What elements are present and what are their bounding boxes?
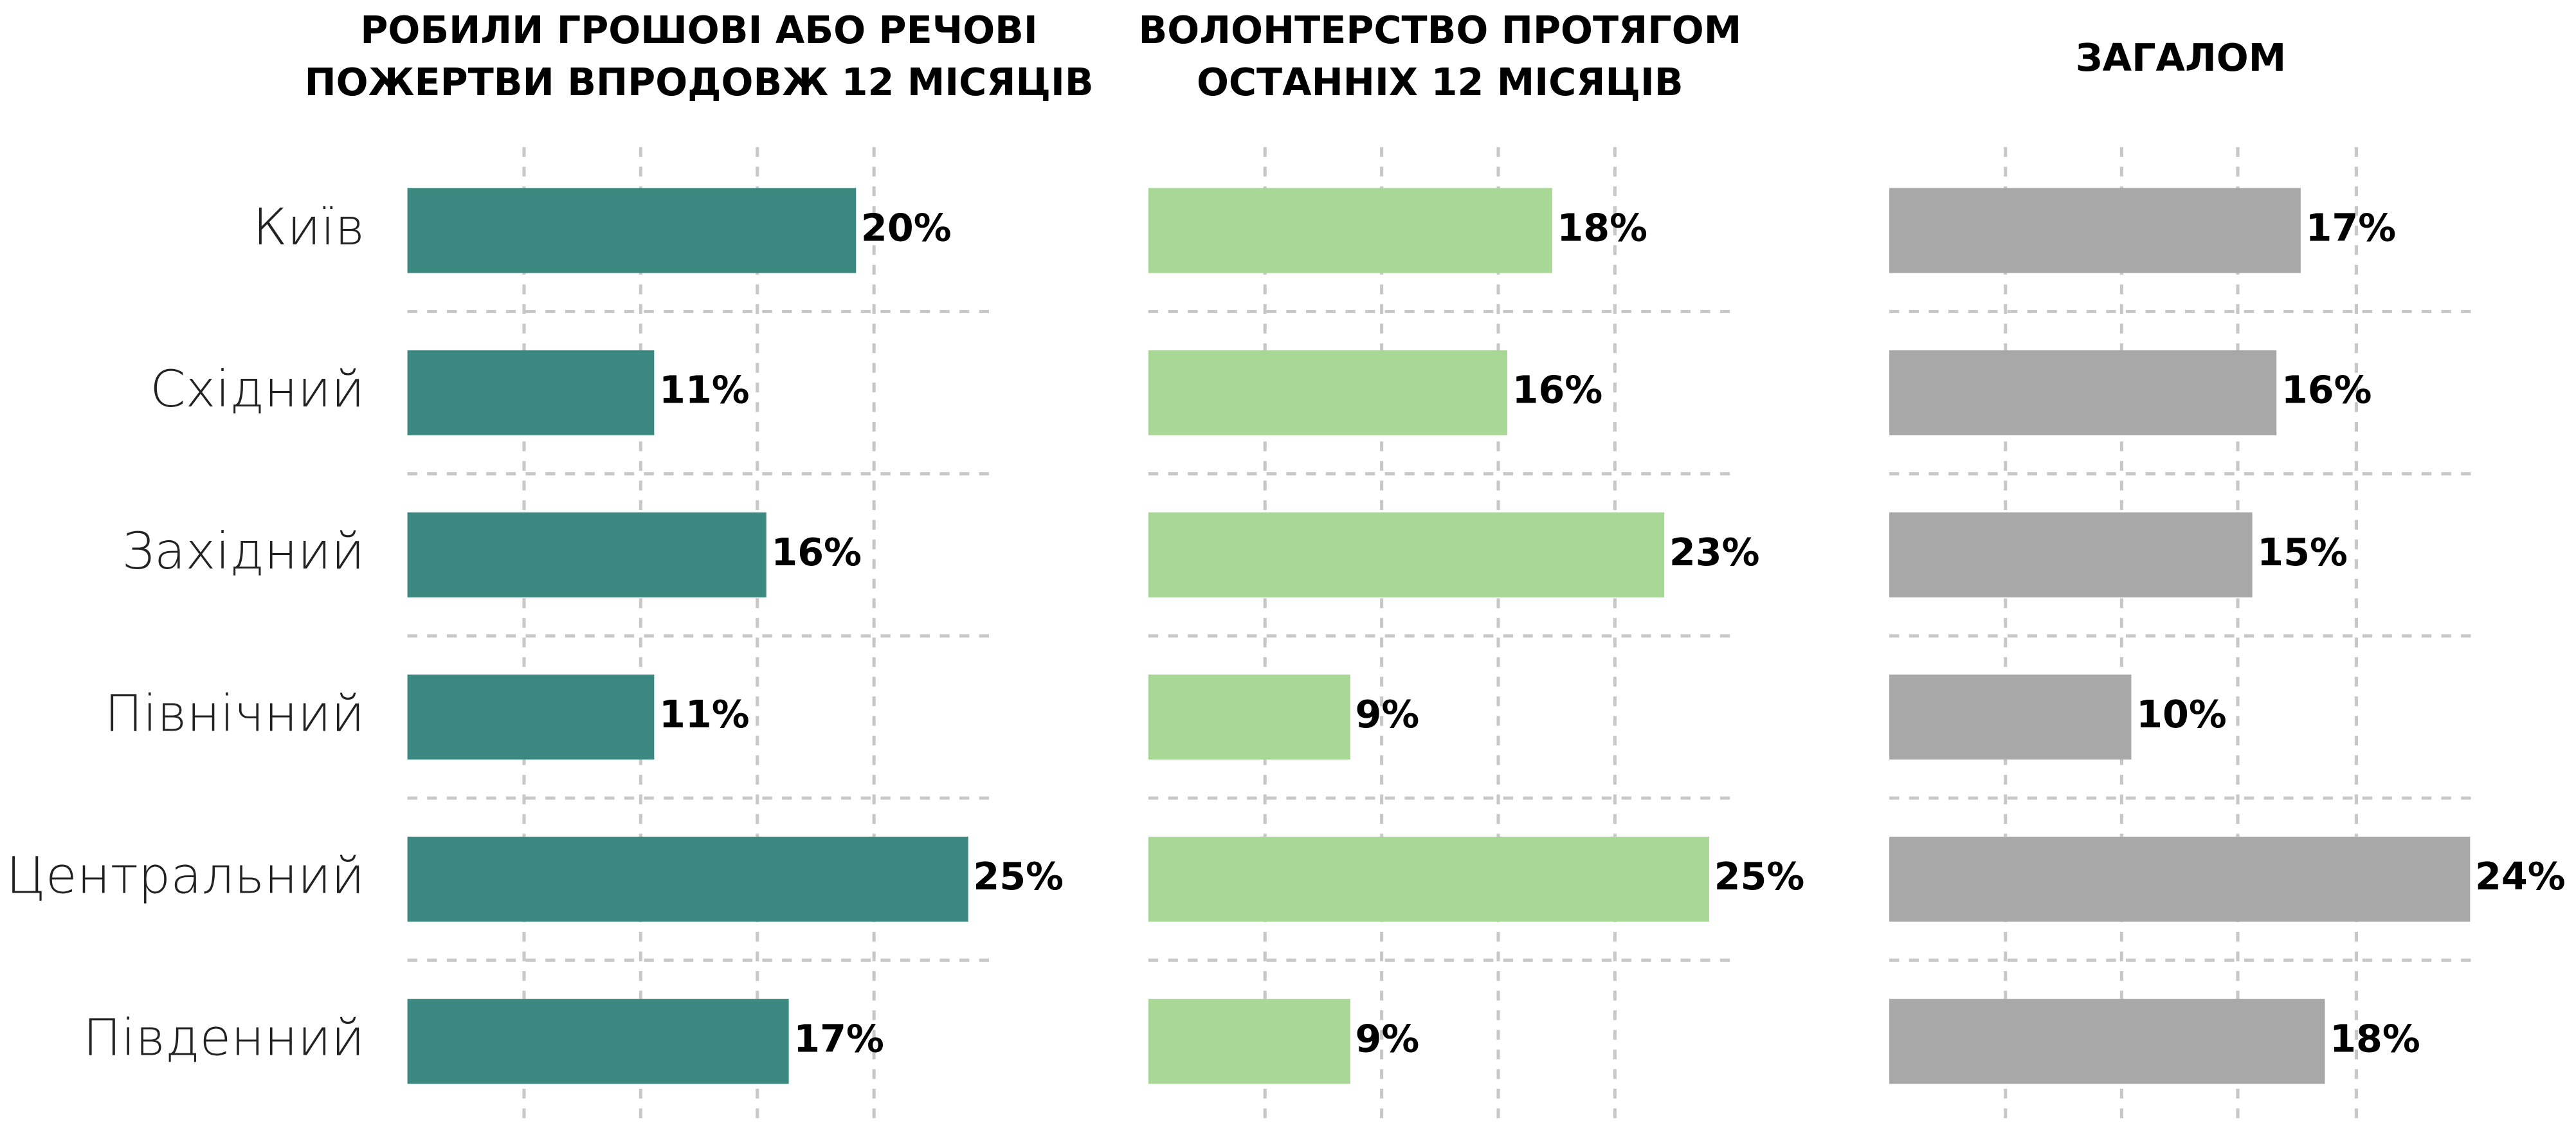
bar (1148, 674, 1350, 760)
value-label: 11% (659, 368, 750, 412)
panel-title: РОБИЛИ ГРОШОВІ АБО РЕЧОВІ ПОЖЕРТВИ ВПРОДО… (304, 8, 1093, 104)
title-line: ЗАГАЛОМ (2076, 36, 2286, 80)
bar (407, 674, 655, 760)
bar (1889, 999, 2325, 1084)
title-line: РОБИЛИ ГРОШОВІ АБО РЕЧОВІ (360, 8, 1037, 52)
title-line: ВОЛОНТЕРСТВО ПРОТЯГОМ (1138, 8, 1741, 52)
bar (1148, 512, 1665, 597)
category-label: Київ (253, 197, 365, 257)
value-label: 9% (1355, 693, 1419, 736)
value-label: 11% (659, 693, 750, 736)
panel-title: ЗАГАЛОМ (2076, 36, 2286, 80)
bar (407, 837, 968, 922)
bar (1889, 674, 2132, 760)
value-label: 16% (1512, 368, 1603, 412)
value-label: 18% (1557, 206, 1647, 250)
value-label: 16% (771, 531, 862, 574)
panel-title: ВОЛОНТЕРСТВО ПРОТЯГОМ ОСТАННІХ 12 МІСЯЦІВ (1138, 8, 1741, 104)
category-label: Північний (105, 684, 365, 743)
bar (1148, 999, 1350, 1084)
category-label: Центральний (6, 846, 365, 905)
value-label: 20% (861, 206, 952, 250)
bar (1889, 512, 2253, 597)
value-label: 25% (1714, 855, 1805, 898)
bar (1889, 837, 2471, 922)
value-label: 17% (2306, 206, 2397, 250)
value-label: 15% (2257, 531, 2348, 574)
category-label: Східний (150, 359, 365, 419)
value-label: 10% (2136, 693, 2227, 736)
value-label: 25% (973, 855, 1064, 898)
value-label: 24% (2475, 855, 2566, 898)
bar (407, 188, 857, 273)
bar (407, 512, 766, 597)
value-label: 18% (2330, 1017, 2420, 1060)
bar (1148, 350, 1507, 435)
category-label: Південний (83, 1008, 365, 1068)
value-label: 9% (1355, 1017, 1419, 1060)
value-label: 16% (2281, 368, 2372, 412)
bar (1889, 350, 2277, 435)
bar (407, 999, 789, 1084)
value-label: 17% (794, 1017, 884, 1060)
bar (407, 350, 655, 435)
bar (1148, 188, 1552, 273)
title-line: ПОЖЕРТВИ ВПРОДОВЖ 12 МІСЯЦІВ (304, 60, 1093, 104)
bar (1148, 837, 1709, 922)
category-label: Західний (122, 522, 365, 581)
value-label: 23% (1669, 531, 1760, 574)
title-line: ОСТАННІХ 12 МІСЯЦІВ (1197, 60, 1683, 104)
bar (1889, 188, 2301, 273)
